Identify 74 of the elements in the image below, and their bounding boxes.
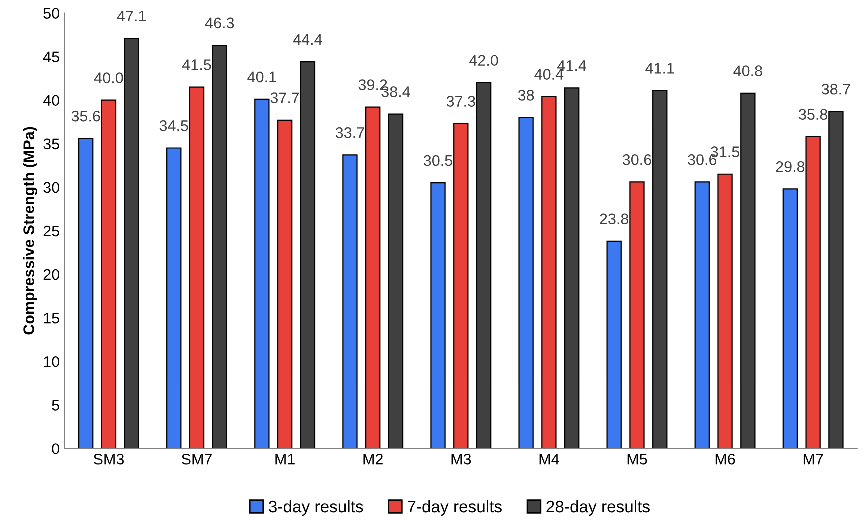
x-tick-label: M4 [540, 454, 560, 465]
y-tick-label: 15 [44, 313, 60, 324]
bar [476, 82, 492, 449]
data-label: 38 [518, 90, 534, 101]
bar [718, 174, 733, 449]
data-label: 40.4 [534, 69, 564, 80]
data-label: 46.3 [205, 18, 234, 29]
data-label: 44.4 [293, 34, 322, 45]
bar [166, 148, 182, 449]
data-label: 37.3 [446, 96, 476, 107]
legend-label: 7-day results [408, 500, 502, 516]
bar [454, 123, 469, 449]
x-tick-label: M6 [716, 454, 736, 465]
x-tick-label: SM7 [182, 454, 212, 465]
legend-label: 28-day results [546, 500, 650, 516]
x-tick-label: SM3 [94, 454, 124, 465]
y-tick-label: 25 [44, 226, 60, 237]
x-tick-label: M3 [452, 454, 472, 465]
bar [518, 117, 534, 449]
data-label: 35.6 [72, 110, 100, 122]
bar [277, 120, 293, 449]
data-label: 38.7 [822, 84, 850, 95]
y-tick-label: 35 [44, 138, 60, 150]
bar [388, 114, 404, 449]
bar [828, 111, 844, 449]
bar [564, 88, 580, 449]
bar [254, 98, 270, 449]
bar [212, 44, 228, 449]
data-label: 34.5 [160, 120, 188, 132]
x-tick-label: M1 [276, 454, 295, 465]
x-tick-label: M5 [628, 454, 648, 465]
data-label: 23.8 [600, 214, 629, 225]
data-label: 42.0 [470, 55, 498, 66]
bar [694, 182, 710, 449]
bar [806, 136, 821, 449]
data-label: 37.7 [270, 92, 300, 104]
data-label: 35.8 [799, 109, 828, 120]
bar [78, 138, 94, 449]
x-tick-label: M7 [804, 454, 824, 465]
data-label: 33.7 [336, 127, 364, 138]
y-tick-label: 10 [44, 356, 60, 368]
y-tick-label: 40 [43, 95, 60, 106]
bar [542, 96, 557, 449]
data-label: 40.8 [734, 66, 762, 76]
bar [630, 182, 645, 449]
bar [740, 92, 756, 449]
bar [366, 106, 381, 449]
y-tick-label: 30 [44, 182, 60, 194]
data-label: 40.1 [248, 72, 276, 83]
bar [124, 38, 140, 449]
data-label: 40.0 [94, 72, 124, 84]
data-label: 41.5 [182, 60, 212, 70]
data-label: 41.1 [646, 63, 674, 74]
data-label: 30.6 [622, 154, 652, 166]
y-tick-label: 5 [52, 400, 60, 411]
data-label: 47.1 [117, 10, 146, 22]
y-tick-label: 45 [43, 52, 60, 63]
bar [652, 90, 668, 449]
y-axis-title: Compressive Strength (MPa) [23, 127, 38, 335]
data-label: 30.5 [424, 155, 452, 166]
bar [300, 61, 316, 449]
data-label: 29.8 [776, 161, 805, 172]
y-tick-label: 50 [44, 8, 60, 19]
y-tick-label: 0 [52, 444, 60, 454]
bar [782, 188, 798, 449]
bar [101, 100, 117, 449]
bar [342, 154, 358, 449]
x-tick-label: M2 [364, 454, 383, 465]
bar [189, 86, 205, 449]
bar [430, 182, 446, 449]
data-label: 41.4 [558, 60, 586, 72]
bar [606, 240, 622, 449]
y-tick-label: 20 [44, 269, 60, 280]
legend-label: 3-day results [269, 500, 364, 516]
